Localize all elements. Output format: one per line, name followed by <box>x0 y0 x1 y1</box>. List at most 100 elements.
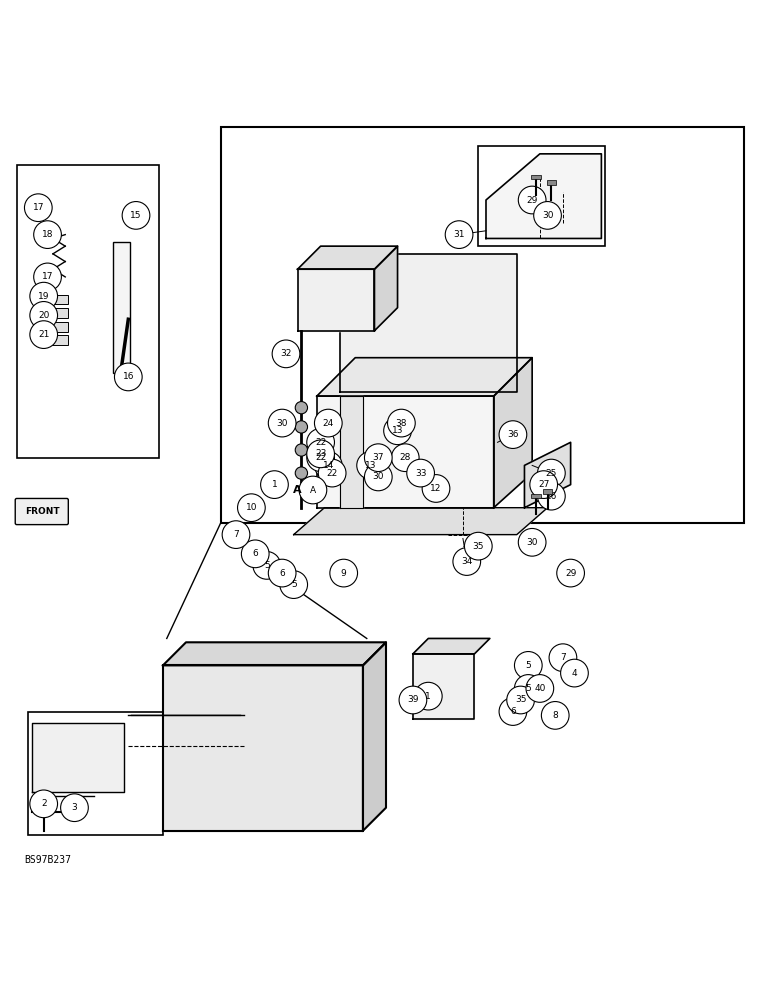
Circle shape <box>530 471 557 498</box>
Circle shape <box>314 452 342 479</box>
Text: 8: 8 <box>552 711 558 720</box>
Bar <box>547 180 556 185</box>
Bar <box>531 494 540 498</box>
Bar <box>52 308 68 318</box>
Polygon shape <box>363 642 386 831</box>
Bar <box>52 322 68 332</box>
Text: 37: 37 <box>373 453 384 462</box>
Circle shape <box>384 417 411 445</box>
Text: 22: 22 <box>315 453 327 462</box>
Text: 21: 21 <box>38 330 49 339</box>
Circle shape <box>399 686 427 714</box>
Circle shape <box>222 521 250 548</box>
Text: 7: 7 <box>233 530 239 539</box>
Text: 7: 7 <box>560 653 566 662</box>
Text: 4: 4 <box>571 669 577 678</box>
Circle shape <box>465 532 493 560</box>
FancyBboxPatch shape <box>15 498 68 525</box>
Text: 35: 35 <box>515 695 527 704</box>
Circle shape <box>549 644 577 672</box>
Circle shape <box>453 548 481 575</box>
Bar <box>17 165 159 458</box>
Circle shape <box>499 421 527 448</box>
Bar <box>29 712 163 835</box>
Text: 15: 15 <box>130 211 142 220</box>
Circle shape <box>318 459 346 487</box>
Text: A: A <box>293 485 302 495</box>
Text: 1: 1 <box>425 692 432 701</box>
Polygon shape <box>493 358 532 508</box>
Text: 28: 28 <box>400 453 411 462</box>
Circle shape <box>357 452 384 479</box>
Text: 2: 2 <box>41 799 46 808</box>
Text: 17: 17 <box>32 203 44 212</box>
Circle shape <box>61 794 88 822</box>
Text: 20: 20 <box>38 311 49 320</box>
Text: 36: 36 <box>507 430 519 439</box>
Text: 5: 5 <box>526 661 531 670</box>
Text: 26: 26 <box>546 492 557 501</box>
Circle shape <box>269 559 296 587</box>
Text: 16: 16 <box>123 372 134 381</box>
Text: FRONT: FRONT <box>25 507 59 516</box>
Circle shape <box>526 675 554 702</box>
Circle shape <box>25 194 52 222</box>
Circle shape <box>445 221 473 248</box>
Circle shape <box>114 363 142 391</box>
Circle shape <box>306 440 334 468</box>
Text: 13: 13 <box>391 426 403 435</box>
Bar <box>543 489 552 494</box>
Text: 30: 30 <box>527 538 538 547</box>
Text: 13: 13 <box>365 461 377 470</box>
Polygon shape <box>340 254 516 392</box>
Circle shape <box>388 409 415 437</box>
Circle shape <box>391 444 419 472</box>
Text: 19: 19 <box>38 292 49 301</box>
Circle shape <box>314 409 342 437</box>
Text: 40: 40 <box>534 684 546 693</box>
Circle shape <box>261 471 288 498</box>
Text: 6: 6 <box>252 549 258 558</box>
Polygon shape <box>163 642 386 665</box>
Text: 32: 32 <box>280 349 292 358</box>
Bar <box>221 127 743 523</box>
Circle shape <box>330 559 357 587</box>
Polygon shape <box>413 638 490 654</box>
Text: 30: 30 <box>373 472 384 481</box>
Text: 31: 31 <box>453 230 465 239</box>
Text: 33: 33 <box>415 469 426 478</box>
Circle shape <box>295 444 307 456</box>
Text: 1: 1 <box>272 480 277 489</box>
Bar <box>531 175 540 179</box>
Text: 5: 5 <box>264 561 269 570</box>
Text: BS97B237: BS97B237 <box>25 855 72 865</box>
Bar <box>52 335 68 345</box>
Circle shape <box>122 202 150 229</box>
Text: 10: 10 <box>245 503 257 512</box>
Circle shape <box>273 340 300 368</box>
Circle shape <box>557 559 584 587</box>
Polygon shape <box>340 396 363 508</box>
Polygon shape <box>32 723 124 792</box>
Circle shape <box>306 444 334 472</box>
Circle shape <box>514 675 542 702</box>
Polygon shape <box>413 654 475 719</box>
Bar <box>52 295 68 304</box>
Circle shape <box>514 652 542 679</box>
Circle shape <box>537 482 565 510</box>
Circle shape <box>422 475 450 502</box>
Circle shape <box>242 540 269 568</box>
Text: 14: 14 <box>323 461 334 470</box>
Text: 24: 24 <box>323 419 334 428</box>
Circle shape <box>30 321 58 348</box>
Text: 30: 30 <box>276 419 288 428</box>
Text: 3: 3 <box>72 803 77 812</box>
Text: 6: 6 <box>279 569 285 578</box>
Text: 39: 39 <box>407 695 418 704</box>
Circle shape <box>306 428 334 456</box>
Text: 23: 23 <box>315 449 327 458</box>
Text: 5: 5 <box>526 684 531 693</box>
Text: 27: 27 <box>538 480 550 489</box>
Circle shape <box>499 698 527 725</box>
Text: 30: 30 <box>542 211 554 220</box>
